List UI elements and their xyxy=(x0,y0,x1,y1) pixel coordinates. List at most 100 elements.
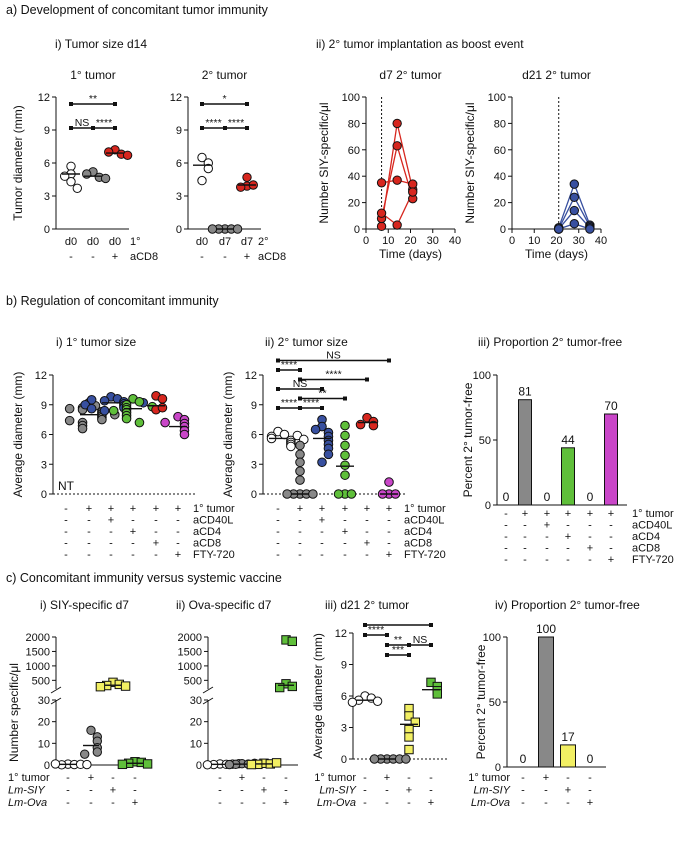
x-row-value: + xyxy=(565,508,571,520)
y-tick-label: 0 xyxy=(196,760,202,772)
y-tick-label: 10 xyxy=(38,738,50,750)
x-row-value: - xyxy=(363,797,367,809)
y-tick-label: 20 xyxy=(38,717,50,729)
data-point xyxy=(340,420,350,431)
x-row-value: - xyxy=(521,785,525,797)
x-row-value: - xyxy=(385,785,389,797)
x-row-value: - xyxy=(365,526,369,538)
y-tick-label: 6 xyxy=(341,691,347,703)
x-row-value: - xyxy=(111,797,115,809)
bar xyxy=(518,399,532,506)
data-point xyxy=(72,183,83,194)
data-point xyxy=(236,182,246,192)
bar-value-label: 0 xyxy=(503,490,510,504)
x-row-label: FTY-720 xyxy=(632,554,674,566)
x-tick-label: 40 xyxy=(449,235,461,247)
x-row-label: 1° tumor xyxy=(314,772,356,784)
y-tick-label: 50 xyxy=(489,697,501,709)
x-row-value: - xyxy=(109,538,113,550)
y-tick-label: 30 xyxy=(38,695,50,707)
data-point xyxy=(585,224,595,234)
subtitle-b-i: i) 1° tumor size xyxy=(56,335,136,349)
x-row-label: 1° xyxy=(130,236,141,248)
y-tick-label: 20 xyxy=(348,198,360,210)
data-point xyxy=(340,460,350,471)
y-tick-label: 0 xyxy=(41,489,47,501)
x-row-value: - xyxy=(566,520,570,532)
x-axis-title: Time (days) xyxy=(379,247,442,261)
y-axis-title: Number SIY-specific/μl xyxy=(317,102,331,223)
data-point xyxy=(197,152,207,163)
x-row-value: - xyxy=(276,503,280,515)
y-tick-label: 3 xyxy=(176,191,182,203)
y-tick-label: 20 xyxy=(190,717,202,729)
x-row-value: - xyxy=(566,543,570,555)
data-point xyxy=(157,394,168,404)
x-row-value: - xyxy=(176,526,180,538)
bar-value-label: 0 xyxy=(587,490,594,504)
data-point xyxy=(224,759,235,770)
x-row-value: + xyxy=(364,503,370,515)
y-tick-label: 9 xyxy=(44,125,50,137)
x-row-value: - xyxy=(504,554,508,566)
x-row-value: + xyxy=(544,508,550,520)
data-point xyxy=(287,636,298,647)
x-row-value: - xyxy=(240,797,244,809)
x-row-value: + xyxy=(130,503,136,515)
significance-label: NS xyxy=(326,350,341,362)
x-row-value: - xyxy=(91,251,95,263)
data-point xyxy=(401,754,411,764)
x-row-value: + xyxy=(386,549,392,561)
data-point xyxy=(295,440,305,451)
y-axis-title: Percent 2° tumor-free xyxy=(461,382,475,497)
x-row-value: + xyxy=(406,785,412,797)
y-tick-label: 3 xyxy=(44,191,50,203)
x-row-value: - xyxy=(87,549,91,561)
bar xyxy=(560,744,576,768)
x-row-value: - xyxy=(504,531,508,543)
x-row-value: + xyxy=(175,549,181,561)
significance-cap xyxy=(113,102,117,106)
data-point xyxy=(346,489,357,499)
y-tick-label: 0 xyxy=(341,754,347,766)
x-row-value: + xyxy=(297,503,303,515)
x-row-value: - xyxy=(609,531,613,543)
axis-break-mark xyxy=(202,697,214,705)
x-row-value: d0 xyxy=(109,236,121,248)
x-row-value: + xyxy=(108,515,114,527)
x-row-value: - xyxy=(89,797,93,809)
y-tick-label: 9 xyxy=(341,660,347,672)
x-row-value: - xyxy=(320,526,324,538)
significance-cap xyxy=(276,406,280,410)
y-tick-label: 500 xyxy=(32,675,50,687)
data-point xyxy=(64,415,75,426)
x-row-label: 1° tumor xyxy=(404,503,446,515)
x-row-value: - xyxy=(66,785,70,797)
bar-value-label: 100 xyxy=(536,622,556,636)
x-row-value: - xyxy=(343,538,347,550)
bar xyxy=(604,413,618,506)
significance-label: **** xyxy=(368,624,384,636)
x-row-value: + xyxy=(86,503,92,515)
y-tick-label: 60 xyxy=(494,145,506,157)
x-row-label: 1° tumor xyxy=(8,772,50,784)
data-point xyxy=(295,466,305,476)
x-row-label: Lm-Ova xyxy=(8,797,47,809)
x-row-value: - xyxy=(363,785,367,797)
data-point xyxy=(569,179,579,189)
data-point xyxy=(95,681,106,692)
y-tick-label: 500 xyxy=(184,675,202,687)
y-tick-label: 80 xyxy=(348,118,360,130)
data-point xyxy=(569,192,579,203)
data-point xyxy=(317,457,327,468)
data-point xyxy=(82,169,92,179)
y-tick-label: 9 xyxy=(251,400,257,412)
x-row-value: - xyxy=(89,785,93,797)
significance-cap xyxy=(320,387,324,391)
data-point xyxy=(275,682,285,693)
significance-label: *** xyxy=(392,644,404,656)
x-row-value: + xyxy=(544,520,550,532)
x-row-label: Lm-SIY xyxy=(319,785,356,797)
data-point xyxy=(323,449,334,460)
significance-cap xyxy=(245,126,249,130)
